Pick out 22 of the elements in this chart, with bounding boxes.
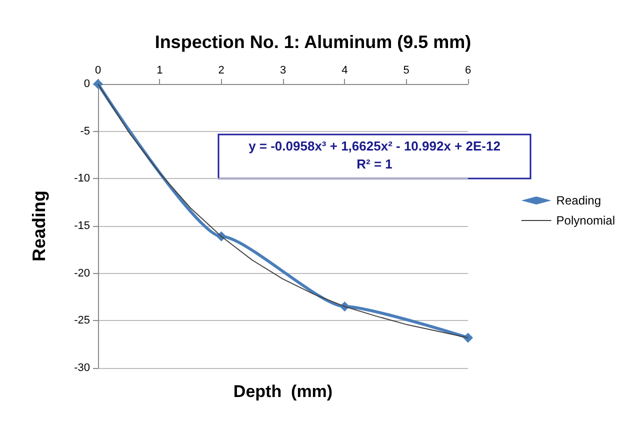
y-tick-label: 0 <box>84 78 90 90</box>
y-tick-label: -25 <box>74 314 90 327</box>
x-tick-label: 5 <box>403 64 410 76</box>
y-axis-title: Reading <box>29 190 49 262</box>
y-tick-label: -10 <box>74 172 90 185</box>
annotation: R² = 1 <box>356 156 392 172</box>
chart-title: Inspection No. 1: Aluminum (9.5 mm) <box>154 32 472 52</box>
x-tick-label: 6 <box>464 64 472 76</box>
y-tick-label: -30 <box>74 362 90 374</box>
x-axis-title: Depth (mm) <box>233 382 333 401</box>
point <box>463 332 473 343</box>
legend-label: Reading <box>556 194 602 208</box>
y-tick-label: -5 <box>80 125 90 138</box>
x-tick-label: 1 <box>156 64 163 76</box>
y-tick-label: -15 <box>74 220 90 232</box>
x-tick-label: 0 <box>94 64 102 76</box>
x-tick-label: 2 <box>218 64 224 76</box>
y-tick-label: -20 <box>74 267 90 280</box>
x-tick-label: 4 <box>342 64 348 76</box>
annotation: y = -0.0958x³ + 1,6625x² - 10.992x + 2E-12 <box>248 138 500 154</box>
x-tick-label: 3 <box>280 64 286 76</box>
legend-label: Polynomial <box>556 214 616 228</box>
